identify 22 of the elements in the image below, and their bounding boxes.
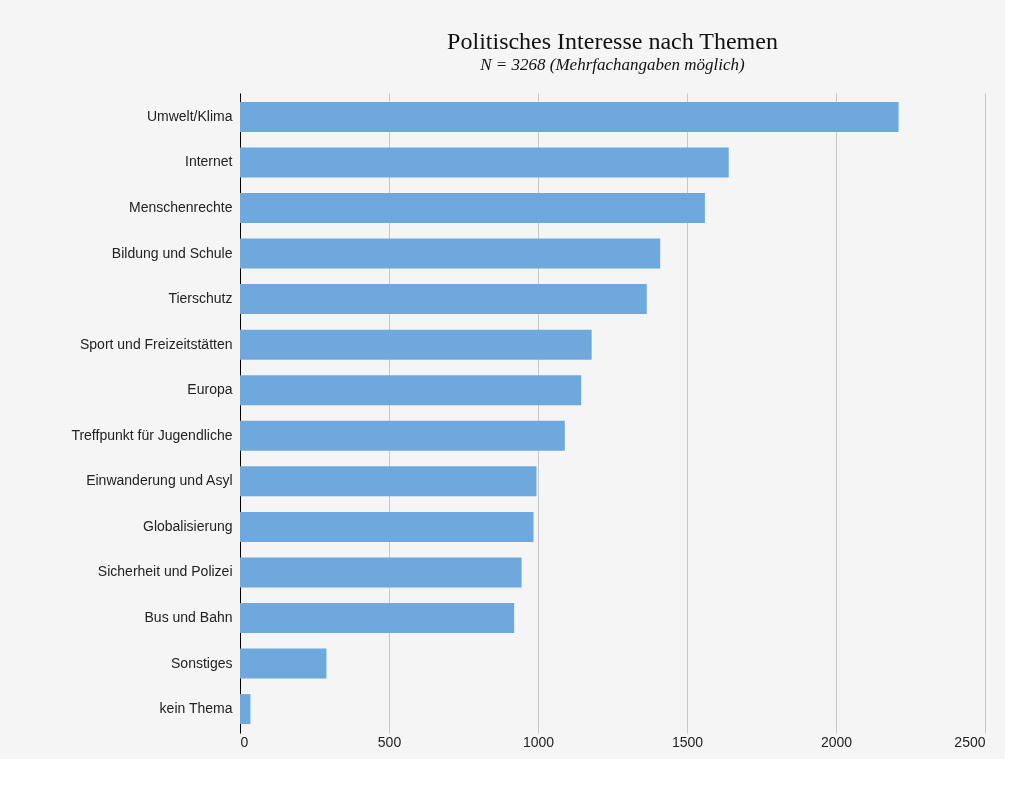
chart-subtitle: N = 3268 (Mehrfachangaben möglich) [479,55,746,74]
y-tick-label: kein Thema [159,700,233,717]
y-tick-label: Einwanderung und Asyl [86,472,233,489]
y-tick-label: Internet [185,153,233,170]
y-tick-label: Europa [187,381,233,398]
x-tick-label: 1000 [522,733,555,750]
x-tick-label: 0 [240,733,249,750]
y-tick-label: Tierschutz [168,290,233,307]
y-tick-label: Bus und Bahn [144,608,233,625]
x-tick-label: 500 [377,733,402,750]
y-tick-label: Menschenrechte [128,199,233,216]
y-tick-label: Globalisierung [143,517,233,534]
x-tick-label: 2000 [820,733,853,750]
chart-title: Politisches Interesse nach Themen [447,28,778,54]
y-tick-label: Sport und Freizeitstätten [79,335,233,352]
y-tick-label: Sicherheit und Polizei [97,563,233,580]
x-tick-label: 2500 [954,733,986,750]
x-tick-label: 1500 [671,733,704,750]
y-tick-label: Treffpunkt für Jugendliche [71,426,233,443]
y-tick-label: Umwelt/Klima [146,107,233,124]
y-tick-label: Bildung und Schule [111,244,233,261]
y-tick-label: Sonstiges [171,654,233,671]
